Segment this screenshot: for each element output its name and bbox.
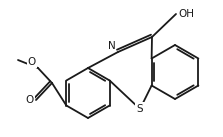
Text: S: S bbox=[137, 104, 143, 114]
Text: OH: OH bbox=[178, 9, 194, 19]
Text: O: O bbox=[26, 95, 34, 105]
Text: O: O bbox=[28, 57, 36, 67]
Text: N: N bbox=[108, 41, 116, 51]
